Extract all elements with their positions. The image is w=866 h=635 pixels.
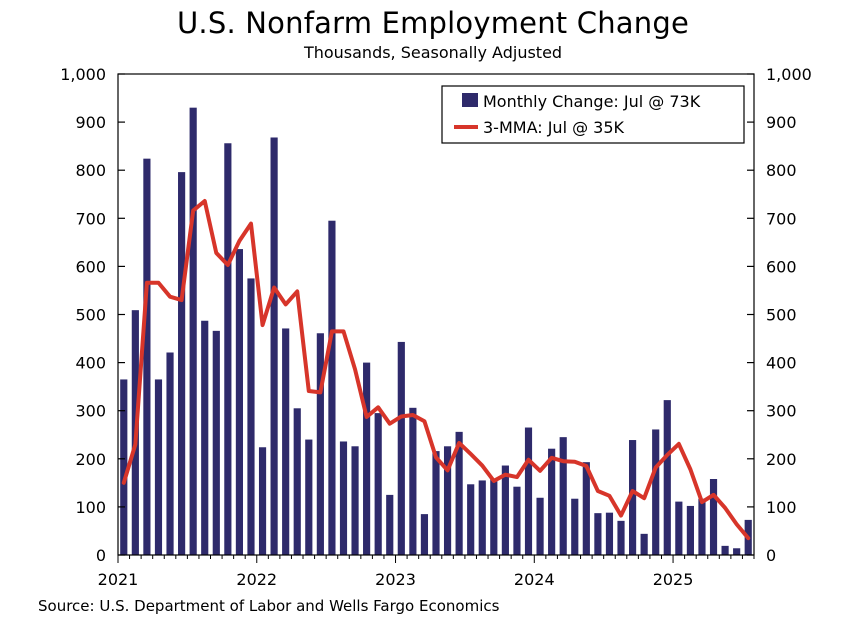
bar — [143, 158, 151, 555]
bar — [201, 320, 209, 555]
line-layer — [121, 198, 751, 541]
bar — [235, 249, 243, 555]
bar — [617, 520, 625, 555]
bar — [432, 451, 440, 555]
legend-box — [441, 85, 745, 144]
bar — [212, 330, 220, 555]
bar — [501, 465, 509, 555]
y-tick-label-left: 500 — [75, 306, 106, 325]
source-note: Source: U.S. Department of Labor and Wel… — [38, 597, 500, 615]
bar — [548, 448, 556, 555]
bar — [386, 494, 394, 556]
y-tick-label-right: 500 — [766, 306, 797, 325]
bar — [247, 278, 255, 555]
y-tick-label-right: 700 — [766, 209, 797, 228]
bar — [316, 333, 324, 555]
bar — [675, 501, 683, 555]
bar — [420, 514, 429, 555]
bar — [605, 512, 614, 555]
y-tick-label-right: 100 — [766, 498, 797, 517]
bar — [490, 478, 498, 555]
x-tick-label: 2021 — [98, 570, 139, 589]
bar — [224, 143, 232, 555]
legend: Monthly Change: Jul @ 73K 3-MMA: Jul @ 3… — [441, 85, 745, 144]
y-tick-label-left: 400 — [75, 354, 106, 373]
bar — [582, 462, 590, 555]
y-tick-label-left: 600 — [75, 257, 106, 276]
bar — [397, 341, 405, 555]
axes-layer: 0 0 100 100 200 200 300 300 400 400 500 500 600 600 70… — [60, 65, 812, 589]
y-tick-label-right: 200 — [766, 450, 797, 469]
bar — [305, 439, 313, 555]
y-tick-label-left: 1,000 — [60, 65, 106, 84]
bar — [166, 352, 174, 555]
y-tick-label-right: 600 — [766, 257, 797, 276]
legend-line-label: 3-MMA: Jul @ 35K — [483, 118, 625, 137]
bar — [374, 413, 382, 555]
bar — [467, 484, 475, 555]
bar — [339, 441, 348, 555]
bar — [721, 545, 729, 555]
bar — [559, 437, 567, 555]
x-tick-label: 2022 — [236, 570, 277, 589]
bar — [536, 497, 544, 555]
y-tick-label-left: 200 — [75, 450, 106, 469]
y-tick-label-right: 0 — [766, 546, 776, 565]
bar — [443, 446, 452, 555]
bar — [524, 427, 533, 555]
bar — [686, 505, 694, 555]
y-tick-label-left: 800 — [75, 161, 106, 180]
bar — [409, 407, 417, 555]
bar — [652, 429, 660, 555]
bar — [351, 446, 359, 555]
bar — [663, 400, 671, 555]
x-tick-label: 2024 — [514, 570, 555, 589]
y-tick-label-left: 0 — [96, 546, 106, 565]
legend-bars-label: Monthly Change: Jul @ 73K — [483, 92, 701, 111]
bar — [120, 379, 128, 555]
bar — [154, 379, 163, 555]
chart-title: U.S. Nonfarm Employment Change — [177, 6, 689, 40]
three-month-average-line — [121, 198, 751, 541]
bar — [594, 513, 602, 555]
x-tick-label: 2023 — [375, 570, 416, 589]
bars-layer — [120, 107, 752, 556]
bar — [178, 172, 186, 555]
legend-bar-swatch — [462, 93, 478, 107]
bar — [513, 486, 521, 555]
bar — [270, 137, 278, 556]
bar — [571, 498, 579, 555]
bar — [328, 220, 336, 555]
bar — [698, 498, 706, 555]
y-tick-label-right: 800 — [766, 161, 797, 180]
y-tick-label-right: 900 — [766, 113, 797, 132]
bar — [189, 107, 197, 556]
y-tick-label-right: 400 — [766, 354, 797, 373]
x-tick-label: 2025 — [653, 570, 694, 589]
bar — [709, 479, 718, 555]
bar — [478, 480, 486, 555]
bar — [363, 362, 371, 555]
bar — [282, 328, 290, 555]
y-tick-label-left: 700 — [75, 209, 106, 228]
y-tick-label-right: 300 — [766, 402, 797, 421]
bar — [733, 548, 741, 555]
y-tick-label-left: 300 — [75, 402, 106, 421]
y-tick-label-right: 1,000 — [766, 65, 812, 84]
y-tick-label-left: 900 — [75, 113, 106, 132]
chart-subtitle: Thousands, Seasonally Adjusted — [303, 43, 563, 62]
y-tick-label-left: 100 — [75, 498, 106, 517]
bar — [455, 431, 463, 555]
bar — [629, 440, 637, 555]
bar — [258, 447, 267, 555]
bar — [293, 408, 301, 555]
bar — [640, 533, 648, 555]
